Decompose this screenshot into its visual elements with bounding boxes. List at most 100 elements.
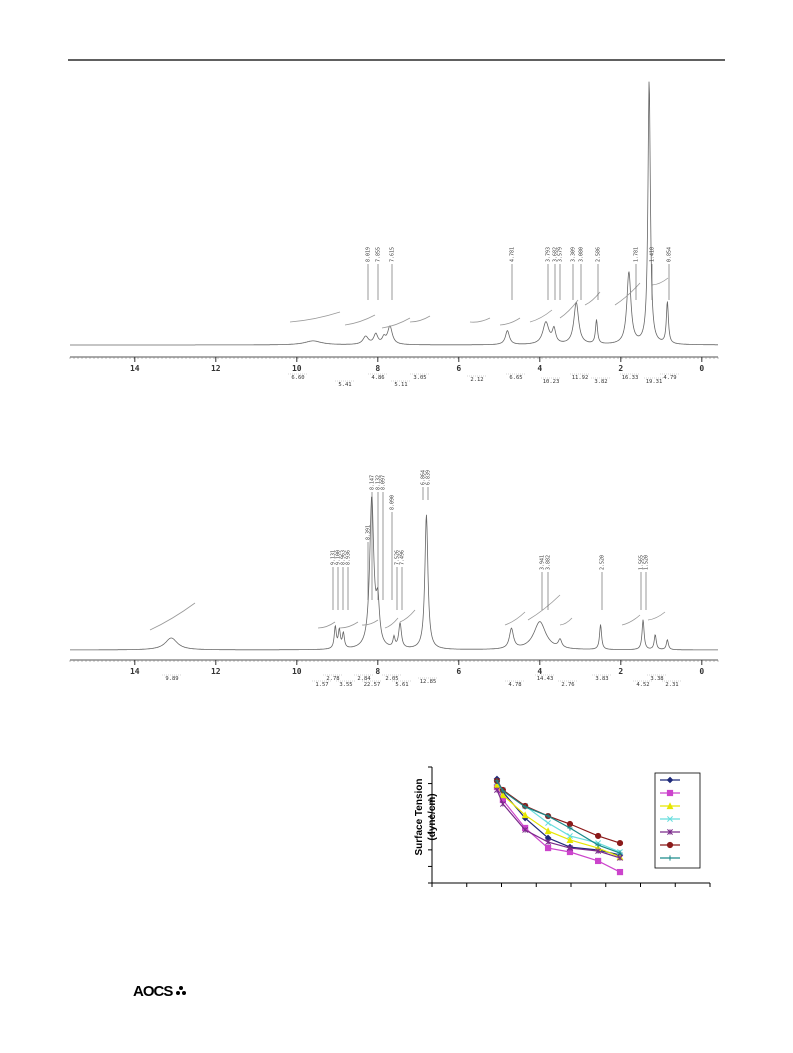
integral-value: 9.89 (165, 676, 178, 682)
point (595, 832, 602, 840)
integral-curve (399, 609, 416, 623)
integral-curve (499, 317, 521, 326)
integral-curve (361, 619, 379, 626)
integral-value: 2.84 (357, 676, 371, 682)
x-tick-label: 6 (456, 667, 461, 676)
peak-label: 1.781 (634, 247, 640, 262)
integral-curve (339, 621, 359, 629)
legend-marker (667, 816, 673, 822)
point (545, 839, 552, 846)
x-tick-label: 4 (537, 364, 542, 373)
integral-curve (651, 277, 669, 286)
integral-curve (584, 291, 601, 306)
peak-label: 1.565 (639, 555, 645, 570)
peak-label: 6.839 (426, 470, 432, 485)
point (494, 778, 500, 784)
peak-label: 8.147 (370, 475, 376, 490)
point (545, 820, 552, 826)
point (494, 787, 500, 793)
x-tick-label: 0 (699, 667, 704, 676)
point (500, 788, 506, 794)
peak-label: 7.496 (400, 550, 406, 565)
point (545, 813, 551, 819)
series-line (496, 781, 621, 853)
x-tick-label: 14 (130, 667, 140, 676)
peak-label: 1.520 (644, 555, 650, 570)
x-tick-label: 12 (211, 364, 221, 373)
integral-value: 12.85 (420, 679, 437, 685)
integral-curve (647, 611, 666, 621)
integral-curve (381, 317, 411, 329)
y-axis-label: Surface Tension (414, 778, 425, 855)
integral-value: 1.57 (315, 682, 328, 688)
integral-value: 16.33 (622, 375, 639, 381)
logo-icon (176, 986, 186, 995)
point (617, 855, 623, 861)
peak-label: 8.391 (366, 525, 372, 540)
peak-label: 7.615 (390, 247, 396, 262)
integral-curve (317, 621, 336, 629)
integral-curve (289, 311, 341, 323)
legend-marker (666, 802, 674, 810)
integral-value: 2.05 (385, 676, 398, 682)
peak-label: 8.132 (376, 475, 382, 490)
peak-label: 9.131 (331, 550, 337, 565)
peak-label: 4.781 (510, 247, 516, 262)
x-tick-label: 10 (292, 667, 302, 676)
spectrum-trace (70, 496, 718, 651)
peak-label: 6.864 (421, 470, 427, 485)
peak-label: 2.520 (600, 555, 606, 570)
integral-value: 6.65 (509, 375, 522, 381)
integral-curve (384, 617, 399, 629)
point (617, 850, 623, 856)
integral-value: 19.31 (646, 379, 663, 385)
integral-value: 6.60 (291, 375, 304, 381)
peak-label: 8.963 (341, 550, 347, 565)
point (521, 811, 529, 819)
integral-value: 3.55 (339, 682, 352, 688)
point (566, 836, 574, 844)
integral-curve (621, 614, 641, 626)
point (567, 832, 573, 839)
peak-label: 3.882 (546, 555, 552, 570)
peak-label: 2.586 (596, 247, 602, 262)
point (616, 839, 624, 847)
point (595, 857, 602, 865)
series-line (496, 780, 621, 844)
point (567, 825, 573, 831)
peak-label: 3.941 (540, 555, 546, 570)
series-line (496, 778, 621, 856)
point (544, 844, 552, 852)
integral-value: 22.57 (364, 682, 381, 688)
peak-label: 8.090 (390, 495, 396, 510)
integral-value: 10.23 (543, 379, 560, 385)
x-tick-label: 4 (537, 667, 542, 676)
integral-value: 3.82 (594, 379, 607, 385)
integral-value: 3.05 (413, 375, 426, 381)
point (595, 848, 602, 854)
x-tick-label: 10 (292, 364, 302, 373)
integral-curve (559, 299, 579, 319)
x-tick-label: 8 (375, 364, 380, 373)
integral-value: 2.78 (326, 676, 339, 682)
peak-label: 3.579 (558, 247, 564, 262)
integral-value: 3.38 (650, 676, 663, 682)
x-tick-label: 2 (618, 364, 623, 373)
integral-value: 5.11 (394, 382, 407, 388)
integral-curve (614, 282, 641, 306)
integral-curve (527, 594, 561, 621)
point (616, 868, 624, 876)
legend-box (654, 772, 701, 869)
peak-label: 8.936 (346, 550, 352, 565)
point (499, 791, 507, 799)
legend-marker (666, 776, 674, 784)
integral-curve (344, 314, 376, 326)
point (499, 801, 506, 807)
peak-label: 1.418 (650, 247, 656, 262)
integral-curve (559, 617, 573, 626)
integral-value: 5.41 (338, 382, 351, 388)
integral-value: 14.43 (537, 676, 554, 682)
integral-curve (529, 309, 553, 323)
